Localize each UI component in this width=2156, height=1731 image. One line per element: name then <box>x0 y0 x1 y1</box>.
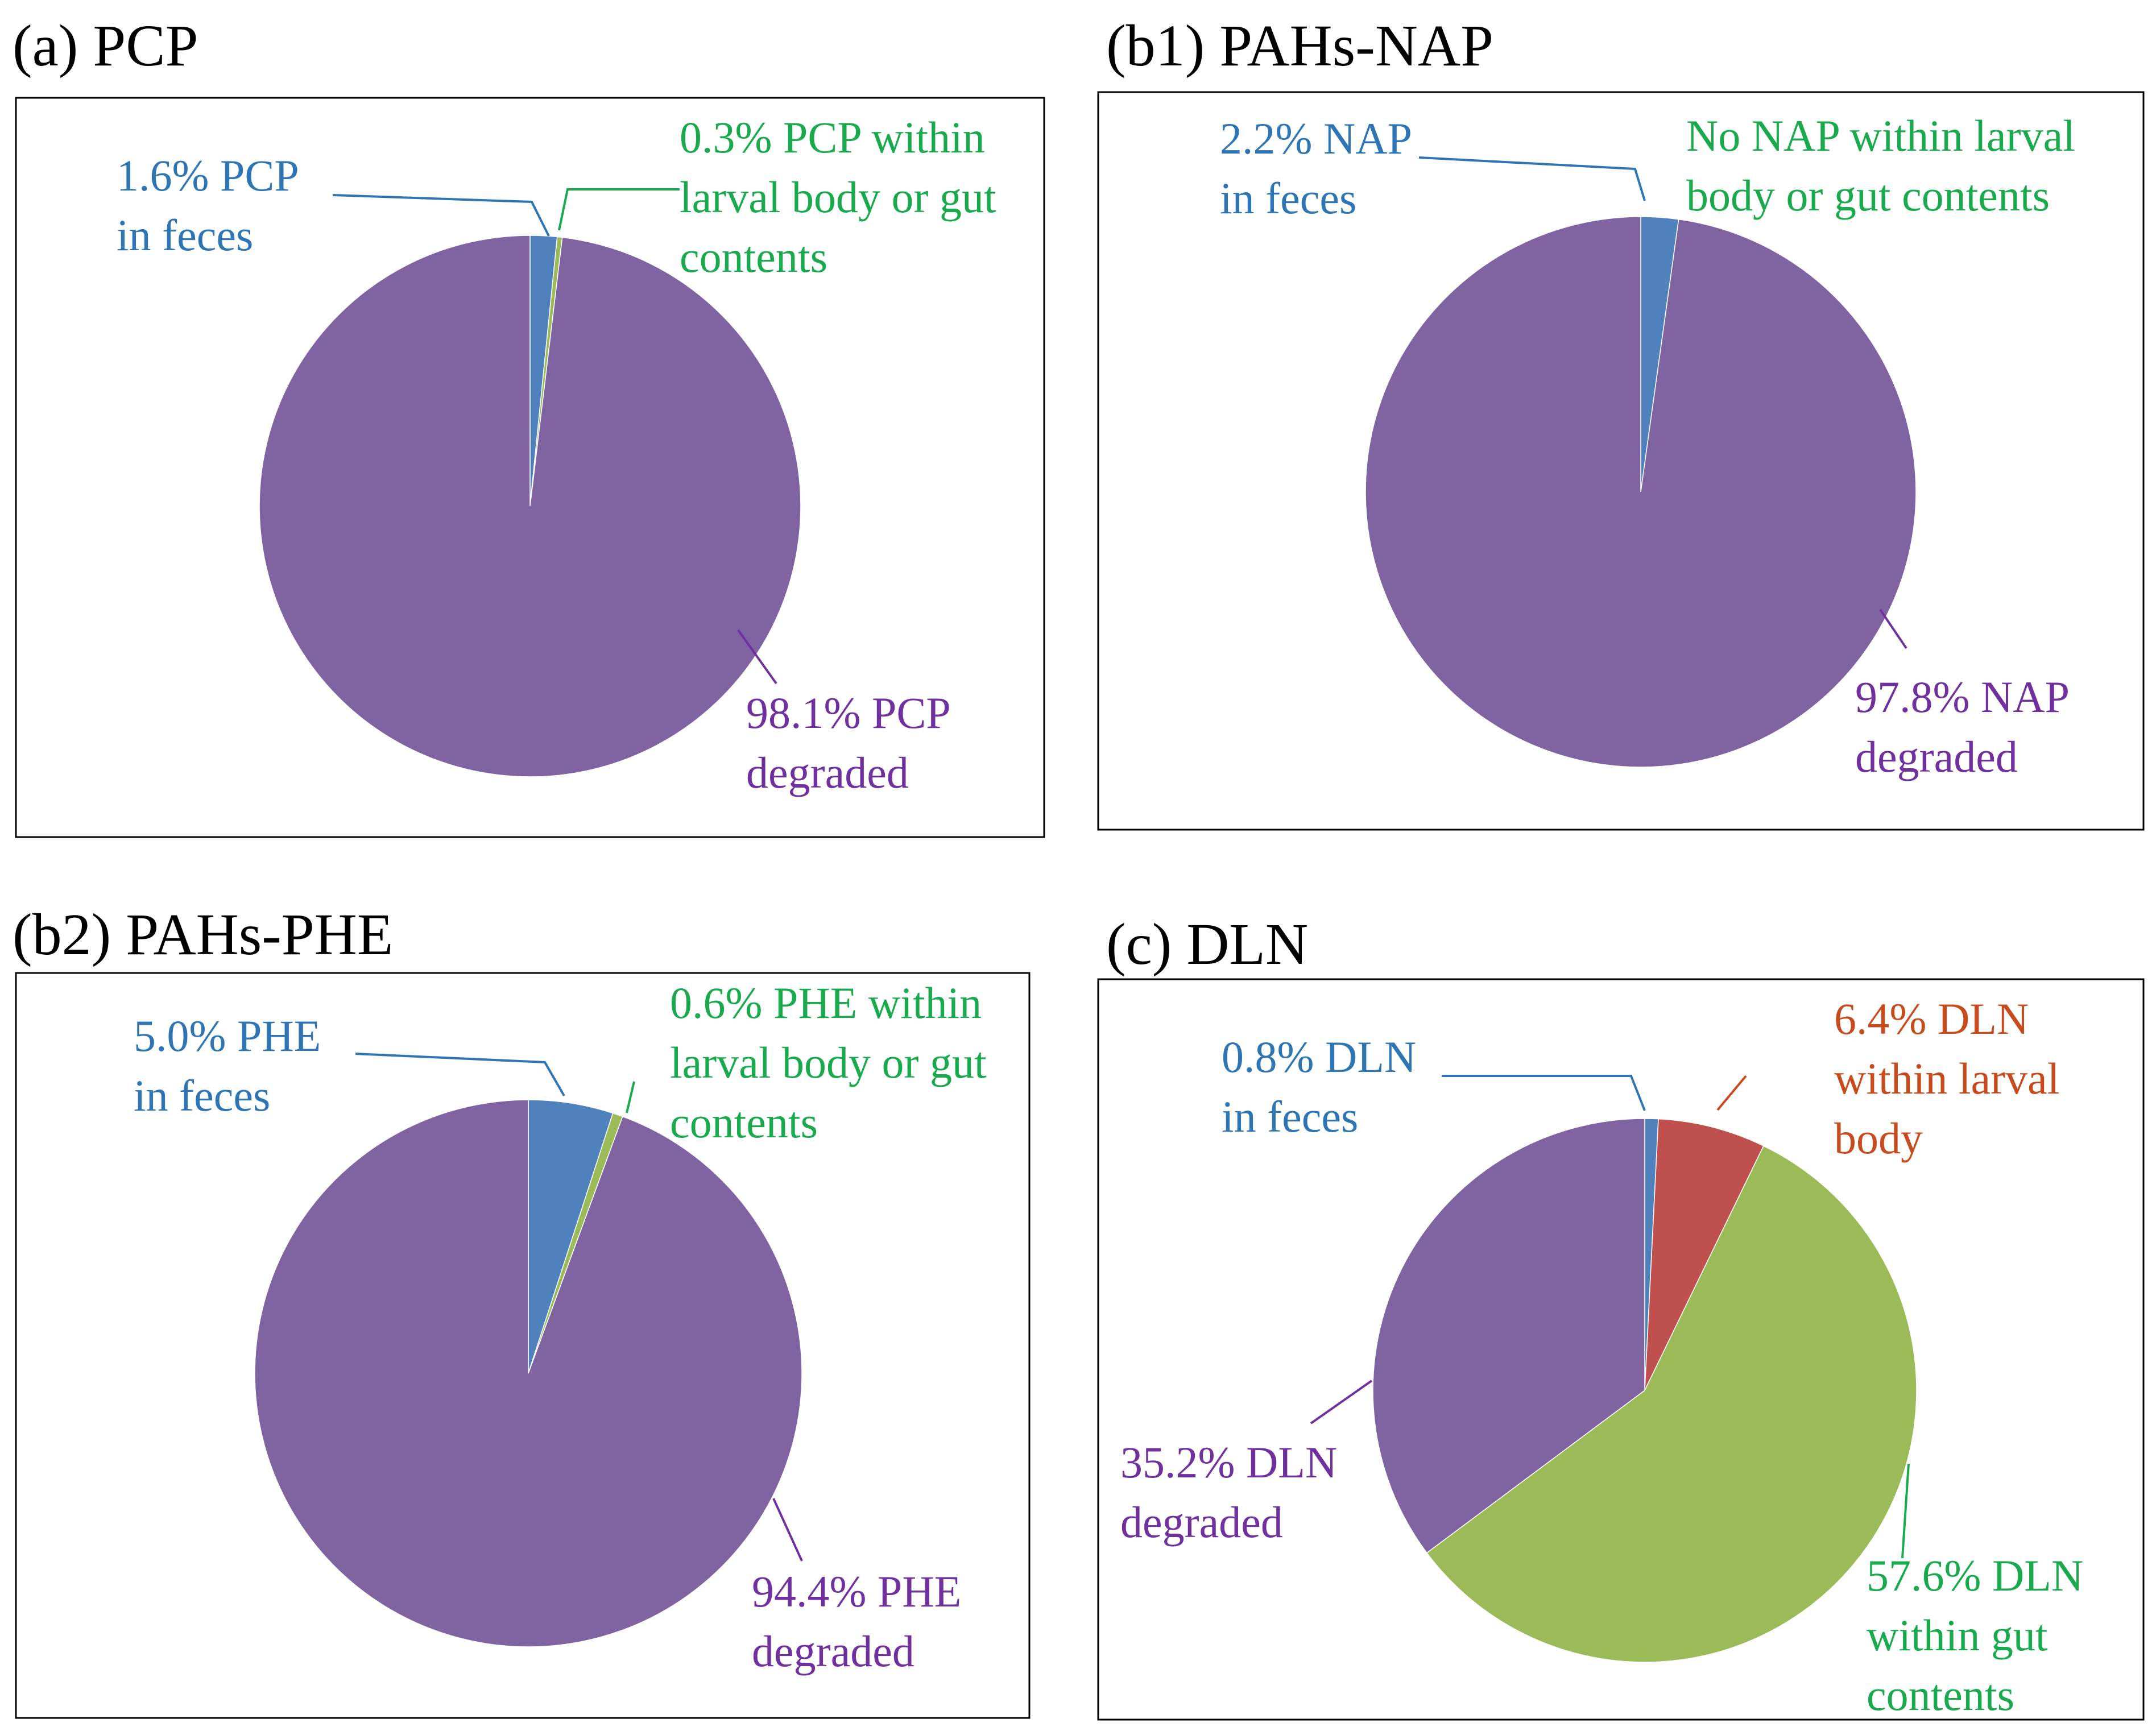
plot-frame <box>15 97 1045 838</box>
panel-title: (c) DLN <box>1106 912 1308 977</box>
data-label-feces: 0.8% DLN in feces <box>1222 1032 1416 1141</box>
panel-title: (a) PCP <box>13 13 198 78</box>
data-label-gut: 57.6% DLN within gut contents <box>1867 1551 2083 1720</box>
leader-line-gut <box>1901 1463 1910 1559</box>
leader-line-degraded <box>1310 1380 1373 1424</box>
pie-slice-degraded <box>259 235 801 777</box>
data-label-larval: 6.4% DLN within larval body <box>1834 994 2059 1163</box>
plot-frame <box>1097 91 2145 831</box>
pie-slice-degraded <box>254 1099 802 1647</box>
data-label-degraded: 97.8% NAP degraded <box>1855 672 2070 781</box>
panel-title: (b1) PAHs-NAP <box>1106 13 1493 78</box>
pie-slice-feces <box>528 1099 614 1374</box>
leader-line-gut <box>626 1081 635 1113</box>
pie-slice-degraded <box>1365 216 1917 768</box>
leader-line-feces <box>332 194 550 237</box>
leader-line-degraded <box>772 1498 803 1562</box>
leader-line-feces <box>1442 1075 1646 1111</box>
data-label-gut: 0.6% PHE within larval body or gut content… <box>670 978 987 1147</box>
data-label-degraded: 98.1% PCP degraded <box>746 688 951 797</box>
data-label-feces: 5.0% PHE in feces <box>134 1011 321 1120</box>
pie-panel-b2: (b2) PAHs-PHE 5.0% PHE in feces 0.6% PHE wi… <box>13 902 1031 1719</box>
leader-line-degraded <box>1879 608 1907 649</box>
leader-line-feces <box>355 1053 565 1096</box>
data-label-gut: 0.3% PCP within larval body or gut content… <box>680 113 996 281</box>
data-label-degraded: 94.4% PHE degraded <box>752 1567 961 1676</box>
leader-line-degraded <box>737 629 777 685</box>
data-label-degraded: 35.2% DLN degraded <box>1120 1438 1337 1547</box>
leader-line-larval <box>1716 1075 1747 1111</box>
plot-frame <box>1097 978 2145 1721</box>
pie-panel-c: (c) DLN 0.8% DLN in feces 6.4% DLN within la… <box>1097 912 2145 1721</box>
pie-panel-a: (a) PCP 1.6% PCP in feces 0.3% PCP within la… <box>13 13 1045 838</box>
leader-line-feces <box>1418 156 1646 201</box>
data-label-feces: 2.2% NAP in feces <box>1220 114 1412 223</box>
plot-frame <box>15 972 1031 1719</box>
pie-panel-b1: (b1) PAHs-NAP 2.2% NAP in feces No NAP with… <box>1097 13 2145 831</box>
data-label-gut: No NAP within larval body or gut contents <box>1686 111 2075 220</box>
data-label-feces: 1.6% PCP in feces <box>117 151 299 260</box>
panel-title: (b2) PAHs-PHE <box>13 902 393 967</box>
leader-line-gut <box>558 188 680 231</box>
pie-slice-gut <box>1426 1145 1917 1663</box>
pie-slice-degraded <box>1372 1118 1645 1554</box>
pie-slice-larval <box>1644 1118 1764 1391</box>
